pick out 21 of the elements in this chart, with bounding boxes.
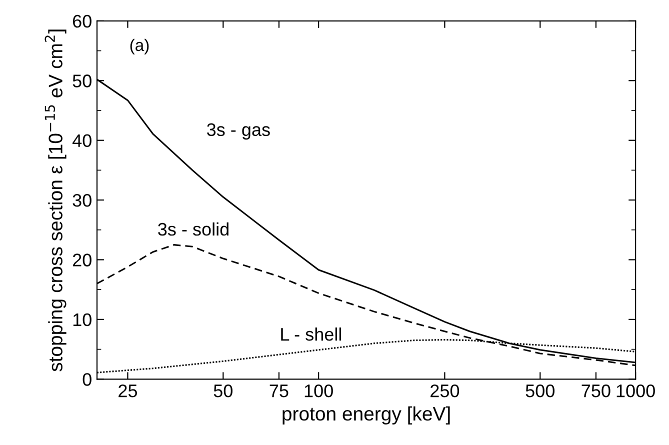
x-axis-title: proton energy [keV] bbox=[282, 406, 450, 425]
x-tick-label: 50 bbox=[214, 384, 232, 398]
series-label: 3s - solid bbox=[158, 222, 228, 236]
series-label: L - shell bbox=[281, 328, 342, 341]
x-tick-label: 250 bbox=[430, 384, 460, 398]
x-tick-label: 750 bbox=[582, 384, 610, 398]
x-tick-label: 1000 bbox=[616, 384, 655, 398]
y-tick-label: 20 bbox=[72, 254, 92, 266]
x-tick-label: 100 bbox=[304, 384, 333, 398]
x-tick-label: 75 bbox=[270, 384, 288, 398]
y-tick-label: 50 bbox=[72, 74, 92, 88]
annotation: (a) bbox=[130, 38, 149, 54]
y-tick-label: 0 bbox=[82, 373, 92, 386]
y-axis-title: stopping cross section ε [10$^{−15}$ eV cm$^{2}$] bbox=[44, 30, 66, 372]
y-tick-label: 30 bbox=[72, 194, 92, 207]
x-tick-label: 25 bbox=[118, 384, 138, 398]
y-tick-label: 60 bbox=[72, 14, 92, 28]
x-tick-label: 500 bbox=[526, 384, 554, 398]
y-tick-label: 10 bbox=[73, 313, 92, 326]
series-label: 3s - gas bbox=[207, 123, 270, 140]
y-tick-label: 40 bbox=[72, 134, 92, 148]
